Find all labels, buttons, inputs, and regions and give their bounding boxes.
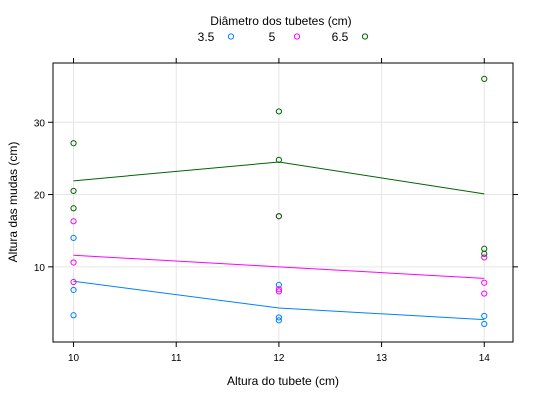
data-point — [481, 312, 488, 320]
data-point — [70, 218, 77, 225]
legend-items: 3.5 5 6.5 — [198, 30, 369, 44]
legend-entry-marker — [227, 33, 235, 40]
data-point — [70, 278, 77, 286]
data-point — [70, 140, 77, 147]
legend-entry-marker — [293, 33, 301, 40]
data-point — [70, 286, 77, 294]
data-point — [481, 279, 488, 286]
data-point — [275, 213, 282, 220]
data-point — [275, 281, 282, 288]
grid — [53, 63, 513, 342]
y-tick-label: 20 — [34, 191, 46, 202]
data-point — [70, 187, 77, 195]
legend-entry-label: 5 — [269, 30, 276, 44]
axis-ticks: 10 11 12 13 14 10 20 30 — [34, 58, 518, 364]
x-tick-label: 14 — [479, 353, 491, 364]
data-point — [275, 108, 282, 115]
legend-title: Diâmetro dos tubetes (cm) — [210, 14, 351, 28]
data-point — [70, 234, 77, 242]
plot-frame — [52, 62, 514, 343]
data-point — [481, 250, 488, 257]
data-point — [70, 312, 77, 319]
data-point — [275, 286, 282, 293]
data-point — [481, 290, 488, 297]
x-tick-label: 12 — [273, 353, 285, 364]
y-tick-label: 30 — [34, 118, 46, 129]
x-tick-label: 10 — [68, 353, 80, 364]
series-line — [73, 254, 485, 279]
x-axis-label: Altura do tubete (cm) — [227, 374, 339, 388]
y-tick-label: 10 — [34, 263, 46, 274]
data-point — [70, 259, 77, 266]
data-point — [70, 205, 77, 212]
data-point — [481, 75, 488, 83]
data-point — [481, 320, 488, 328]
series-points — [70, 75, 488, 328]
legend-entry-label: 6.5 — [332, 30, 349, 44]
series-line — [73, 280, 485, 321]
data-point — [275, 156, 282, 163]
x-tick-label: 13 — [376, 353, 388, 364]
data-point — [275, 288, 282, 295]
legend-entry-marker — [361, 33, 369, 40]
data-point — [481, 254, 488, 261]
legend-entry-label: 3.5 — [198, 30, 215, 44]
data-point — [275, 317, 282, 324]
x-tick-label: 11 — [171, 353, 182, 364]
legend: Diâmetro dos tubetes (cm) 3.5 5 6.5 — [198, 14, 369, 44]
data-point — [275, 314, 282, 321]
y-axis-label: Altura das mudas (cm) — [6, 142, 20, 263]
